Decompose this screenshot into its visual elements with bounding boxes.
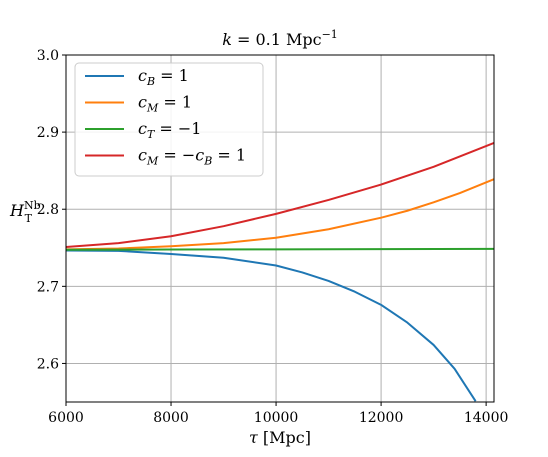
legend: cB = 1 cM = 1 cT = −1 cM = −cB = 1 bbox=[74, 62, 264, 177]
series-line-1 bbox=[66, 249, 477, 402]
x-tick-label: 12000 bbox=[359, 410, 404, 426]
plot-frame bbox=[65, 54, 495, 403]
x-tick-label: 14000 bbox=[464, 410, 509, 426]
y-tick-label: 3.0 bbox=[37, 48, 59, 64]
ticks: 6000 8000 10000 12000 14000 2.6 2.7 2.8 2.9 3.0 bbox=[37, 48, 509, 426]
x-tick-label: 6000 bbox=[48, 410, 84, 426]
legend-label: cM = −cB = 1 bbox=[138, 146, 246, 168]
legend-label: cT = −1 bbox=[138, 119, 201, 141]
y-tick-label: 2.7 bbox=[37, 279, 59, 295]
legend-entry: cB = 1 bbox=[85, 66, 189, 88]
y-axis-label: HNb T bbox=[9, 199, 41, 225]
y-tick-label: 2.8 bbox=[37, 202, 59, 218]
x-tick-label: 10000 bbox=[254, 410, 299, 426]
series-lines bbox=[66, 141, 494, 402]
legend-entry: cT = −1 bbox=[85, 119, 201, 141]
legend-entry: cM = −cB = 1 bbox=[85, 146, 246, 168]
legend-box bbox=[74, 62, 264, 177]
x-tick-label: 8000 bbox=[153, 410, 189, 426]
legend-entry: cM = 1 bbox=[85, 93, 192, 115]
chart-title: k = 0.1 Mpc−1 bbox=[222, 28, 338, 49]
series-line-2 bbox=[66, 178, 494, 251]
y-tick-label: 2.9 bbox=[37, 125, 59, 141]
y-tick-label: 2.6 bbox=[37, 356, 59, 372]
legend-label: cM = 1 bbox=[138, 93, 192, 115]
legend-label: cB = 1 bbox=[138, 66, 189, 88]
x-axis-label: τ [Mpc] bbox=[249, 428, 311, 447]
series-line-4 bbox=[66, 141, 494, 249]
series-line-3 bbox=[66, 247, 494, 251]
